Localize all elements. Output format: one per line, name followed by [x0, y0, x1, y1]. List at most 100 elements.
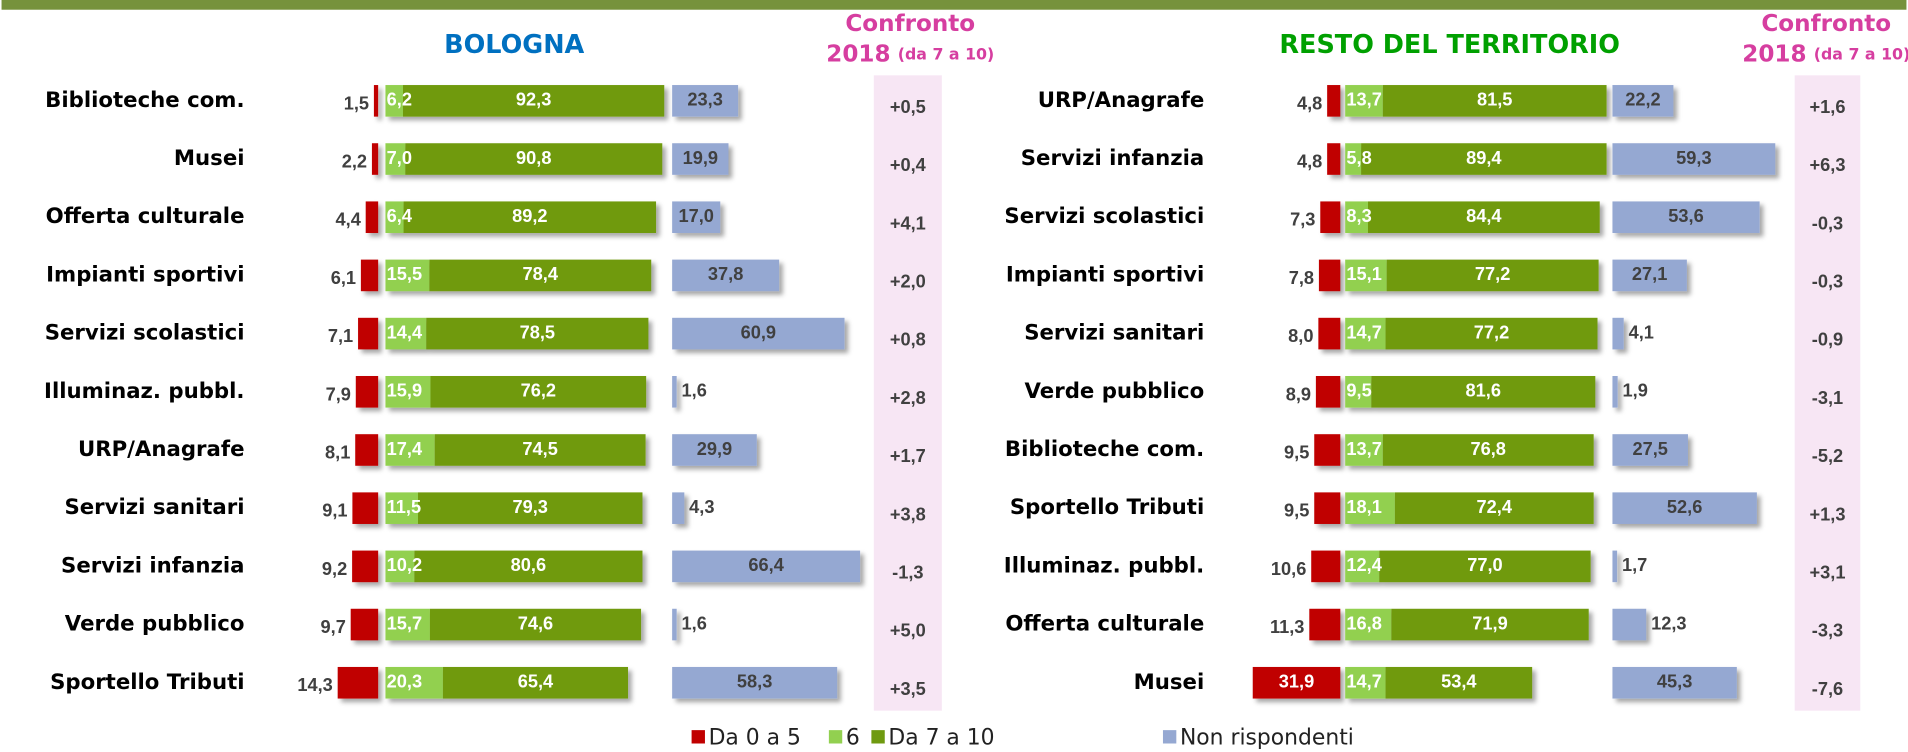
low-label: 8,0 [1288, 326, 1313, 346]
category-label: Verde pubblico [65, 612, 245, 637]
category-label: Musei [174, 146, 245, 171]
row-bars [1320, 201, 1760, 234]
no-answer-label: 53,6 [1668, 206, 1703, 226]
compare-value: +1,6 [1810, 97, 1846, 117]
compare-value: +2,8 [890, 388, 926, 408]
legend-label: Da 7 a 10 [888, 726, 994, 751]
legend-swatch [691, 730, 705, 744]
compare-value: -0,3 [1812, 272, 1843, 292]
bar-low [1320, 201, 1341, 234]
bar-high [417, 492, 643, 524]
bar-low [373, 85, 379, 117]
bar-no-answer [672, 608, 677, 641]
six-label: 10,2 [387, 555, 422, 575]
no-answer-label: 4,3 [689, 497, 714, 517]
no-answer-label: 1,6 [682, 613, 707, 633]
no-answer-label: 19,9 [683, 148, 718, 168]
compare-value: -5,2 [1812, 446, 1843, 466]
high-label: 89,4 [1466, 148, 1502, 168]
high-label: 81,5 [1477, 90, 1512, 110]
row-bars [350, 608, 677, 641]
bar-six [1345, 608, 1392, 641]
high-label: 90,8 [516, 148, 551, 168]
six-label: 7,0 [387, 148, 412, 168]
category-label: Illuminaz. pubbl. [1004, 553, 1204, 578]
low-label: 4,4 [336, 210, 362, 230]
bar-no-answer [672, 317, 845, 350]
bar-high [430, 376, 647, 408]
bar-high [434, 434, 646, 466]
no-answer-label: 1,7 [1622, 555, 1647, 575]
six-label: 17,4 [387, 439, 423, 459]
row-bars [1318, 259, 1687, 292]
bar-low [360, 259, 379, 292]
six-label: 14,4 [387, 322, 423, 342]
legend-swatch [828, 730, 843, 744]
compare-title: Confronto [1761, 11, 1891, 37]
category-label: Biblioteche com. [1005, 437, 1204, 462]
legend-swatch [1162, 730, 1177, 744]
bar-six [1345, 492, 1395, 524]
bar-no-answer [672, 550, 861, 583]
no-answer-label: 29,9 [697, 439, 732, 459]
low-label: 9,1 [322, 501, 347, 521]
compare-value: +3,5 [890, 679, 926, 699]
bar-six [385, 201, 404, 234]
bar-low [1327, 85, 1341, 117]
row-bars [1314, 434, 1688, 466]
no-answer-label: 23,3 [687, 90, 722, 110]
low-label: 6,1 [331, 268, 356, 288]
bar-no-answer [1612, 550, 1618, 583]
low-label: 9,5 [1284, 442, 1309, 462]
category-label: Impianti sportivi [46, 262, 244, 287]
row-bars [360, 259, 780, 292]
bar-six [385, 317, 427, 350]
row-bars [1318, 317, 1624, 350]
high-label: 74,5 [522, 439, 557, 459]
high-label: 76,2 [521, 381, 556, 401]
bar-high [405, 143, 663, 175]
high-label: 92,3 [516, 90, 551, 110]
top-band [1, 0, 1907, 10]
bar-low [371, 143, 379, 175]
bar-six [1345, 317, 1386, 350]
low-label: 2,2 [342, 151, 367, 171]
bar-six [1345, 201, 1368, 234]
bar-six [385, 492, 418, 524]
bar-low [1314, 492, 1341, 524]
high-label: 78,5 [520, 322, 555, 342]
compare-band [1794, 75, 1861, 711]
bar-high [1385, 317, 1598, 350]
bar-low [1318, 317, 1341, 350]
bar-six [385, 143, 406, 175]
bar-no-answer [672, 666, 838, 699]
six-label: 9,5 [1346, 381, 1371, 401]
six-label: 6,2 [387, 90, 412, 110]
high-label: 81,6 [1466, 381, 1501, 401]
bar-high [1382, 434, 1594, 466]
compare-value: -3,1 [1812, 388, 1843, 408]
bar-six [385, 85, 403, 117]
compare-subtitle: 2018 (da 7 a 10) [826, 41, 994, 67]
bar-high [402, 85, 665, 117]
category-label: Illuminaz. pubbl. [44, 379, 244, 404]
bar-low [355, 434, 379, 466]
six-label: 12,4 [1346, 555, 1382, 575]
bar-low [350, 608, 379, 641]
category-label: URP/Anagrafe [78, 437, 245, 462]
row-bars [355, 376, 677, 408]
six-label: 6,4 [387, 206, 413, 226]
low-label: 14,3 [297, 675, 332, 695]
bar-low [365, 201, 379, 234]
legend-label: Da 0 a 5 [709, 726, 801, 751]
bar-no-answer [672, 376, 677, 408]
bar-no-answer [1612, 259, 1687, 292]
six-label: 16,8 [1346, 613, 1381, 633]
compare-value: +0,5 [890, 97, 926, 117]
low-label: 31,9 [1279, 672, 1314, 692]
compare-value: -7,6 [1812, 679, 1843, 699]
no-answer-label: 4,1 [1629, 322, 1654, 342]
six-label: 15,9 [387, 381, 422, 401]
row-bars [371, 143, 729, 175]
compare-value: +5,0 [890, 621, 926, 641]
